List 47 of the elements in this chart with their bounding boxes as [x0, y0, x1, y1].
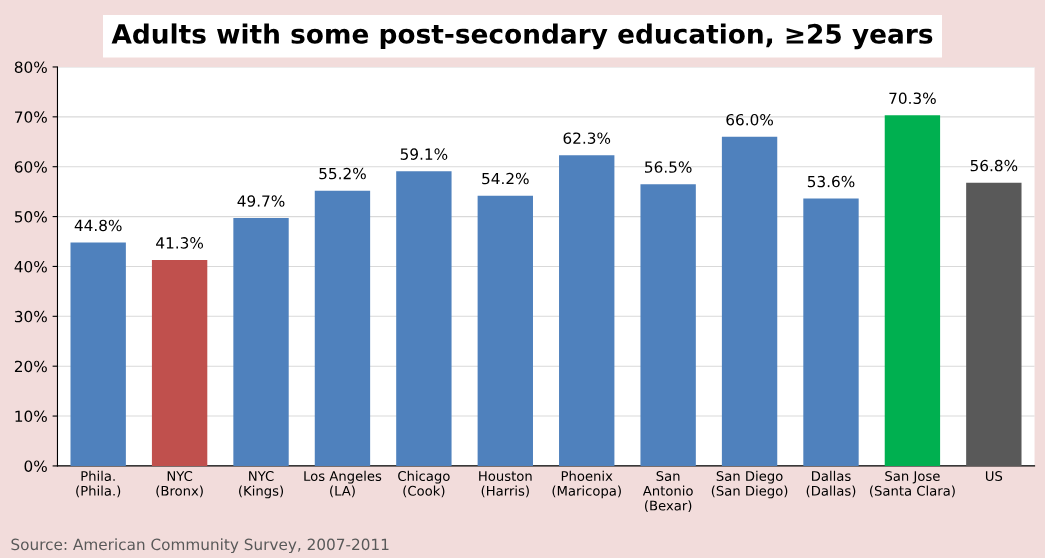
- y-tick-label: 10%: [15, 410, 47, 423]
- bar: [559, 155, 615, 466]
- bar: [314, 190, 371, 466]
- x-tick-label: San Jose (Santa Clara): [870, 471, 955, 498]
- data-label: 54.2%: [482, 172, 529, 185]
- data-label: 59.1%: [400, 148, 448, 160]
- y-tick-label: 0%: [24, 460, 47, 472]
- x-tick-label: Phila. (Phila.): [76, 470, 121, 498]
- x-tick-label: San Antonio (Bexar): [642, 471, 693, 513]
- bar: [477, 195, 533, 466]
- source-note: Source: American Community Survey, 2007-2011: [11, 538, 389, 554]
- data-label: 49.7%: [237, 195, 285, 207]
- bar: [884, 115, 941, 466]
- bar: [151, 259, 208, 466]
- x-tick-label: US: [985, 471, 1003, 481]
- x-tick-label: NYC (Bronx): [156, 471, 203, 498]
- x-tick-label: Phoenix (Maricopa): [552, 470, 621, 499]
- x-tick-label: San Diego (San Diego): [711, 470, 788, 499]
- y-tick-label: 50%: [14, 211, 47, 223]
- bar: [721, 136, 778, 466]
- bar: [640, 184, 696, 466]
- y-tick-label: 30%: [14, 310, 47, 323]
- data-label: 56.5%: [645, 161, 692, 173]
- x-tick-label: Dallas (Dallas): [806, 470, 856, 498]
- bar: [966, 182, 1022, 466]
- chart-title: Adults with some post-secondary education, ≥25 years: [111, 23, 933, 50]
- data-label: 70.3%: [889, 92, 936, 105]
- x-tick-label: NYC (Kings): [239, 471, 284, 499]
- data-label: 62.3%: [563, 132, 611, 144]
- data-label: 55.2%: [319, 167, 366, 180]
- x-tick-label: Houston (Harris): [479, 471, 532, 498]
- data-label: 66.0%: [726, 113, 773, 126]
- y-tick-label: 60%: [14, 161, 47, 173]
- bar: [233, 218, 289, 466]
- data-label: 44.8%: [74, 219, 122, 232]
- bar: [803, 198, 859, 466]
- y-tick-label: 20%: [14, 360, 47, 373]
- bar: [396, 171, 452, 466]
- y-tick-label: 80%: [14, 61, 47, 73]
- data-label: 41.3%: [156, 237, 204, 249]
- data-label: 56.8%: [970, 159, 1018, 172]
- y-tick-label: 70%: [15, 111, 47, 123]
- x-tick-label: Chicago (Cook): [398, 470, 450, 498]
- data-label: 53.6%: [807, 175, 855, 188]
- y-tick-label: 40%: [14, 260, 47, 273]
- bar: [70, 242, 126, 466]
- x-tick-label: Los Angeles (LA): [304, 470, 382, 498]
